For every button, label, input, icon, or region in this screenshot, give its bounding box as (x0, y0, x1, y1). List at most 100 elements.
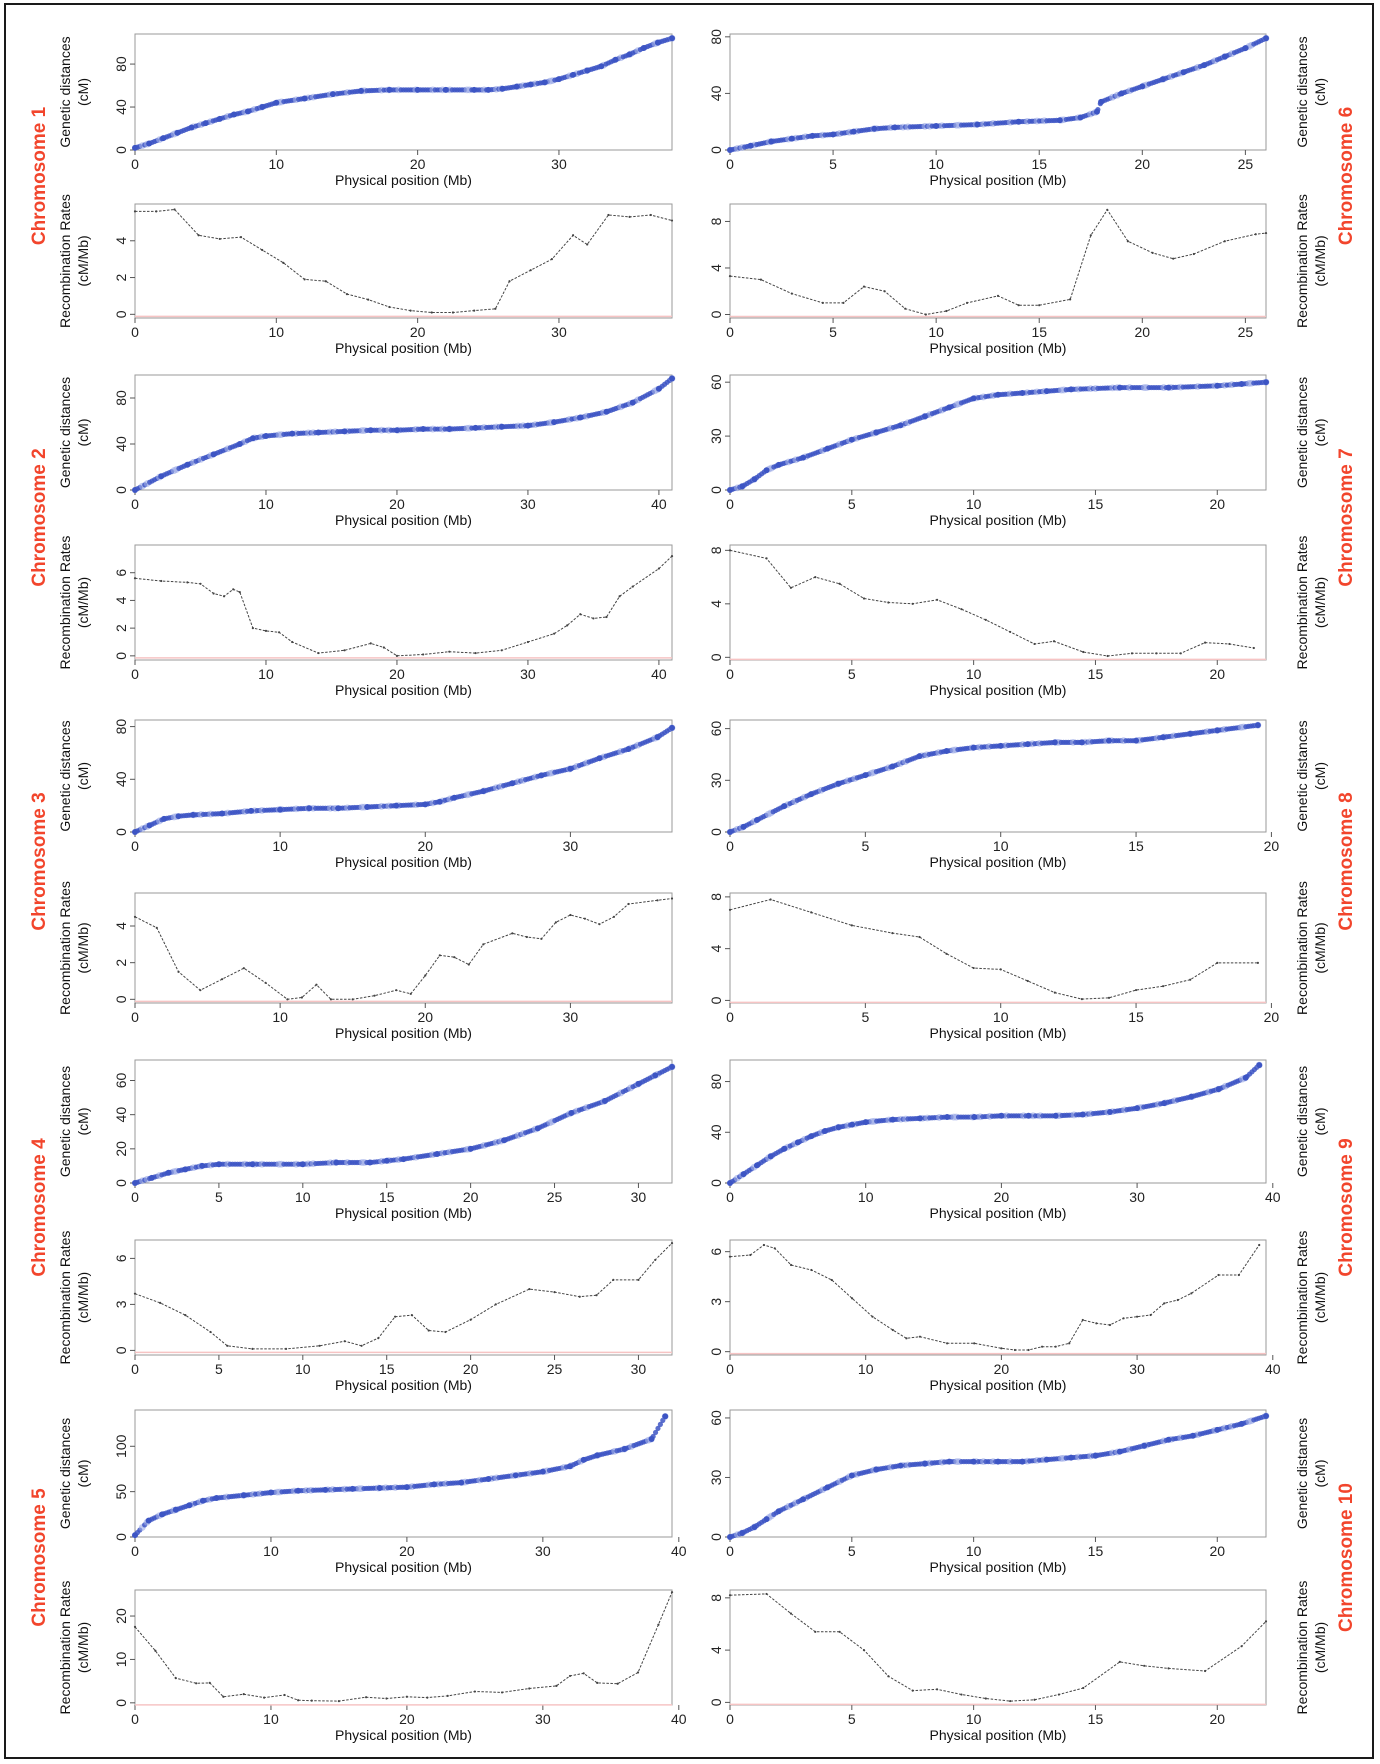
rate-point (369, 642, 372, 645)
rate-point (871, 1315, 874, 1318)
genetic-marker (657, 1421, 663, 1427)
x-axis-title: Physical position (Mb) (335, 1377, 472, 1393)
y-axis-title: (cM) (1312, 419, 1328, 447)
genetic-data-point (626, 51, 633, 58)
rate-point (728, 1594, 732, 1597)
rate-point (528, 1687, 531, 1690)
x-tick-label: 20 (1209, 666, 1225, 682)
genetic-data-point (333, 1159, 340, 1166)
genetic-data-point (800, 454, 807, 461)
rate-point (1052, 640, 1056, 643)
rate-point (133, 1292, 137, 1295)
rate-point (607, 213, 610, 217)
rate-point (317, 651, 320, 655)
rate-point (918, 1335, 922, 1338)
x-tick-label: 20 (1264, 838, 1280, 854)
rate-point (1176, 1298, 1179, 1302)
x-tick-label: 30 (631, 1189, 647, 1205)
y-tick-label: 50 (113, 1484, 129, 1500)
genetic-data-point (513, 83, 520, 90)
rate-line (134, 898, 673, 1000)
genetic-data-point (594, 1452, 601, 1459)
genetic-data-point (662, 1413, 669, 1420)
rate-point (579, 613, 582, 616)
rate-point (500, 649, 503, 652)
x-tick-label: 10 (966, 666, 982, 682)
x-tick-label: 20 (389, 666, 405, 682)
genetic-data-point (1187, 730, 1194, 737)
genetic-data-point (240, 1492, 247, 1499)
y-tick-label: 4 (708, 1646, 724, 1654)
rate-point (1069, 298, 1072, 301)
chr7-genetic-panel: 0 5 10 15 20 0 30 60 Physical position (Mb) (708, 374, 1270, 528)
rate-point (946, 1342, 949, 1345)
rate-point (251, 627, 254, 630)
y-tick-label: 60 (708, 721, 724, 737)
chr7-rates-panel: 0 5 10 15 20 0 4 8 Physical position (Mb) (708, 544, 1267, 698)
genetic-data-point (1068, 1454, 1075, 1461)
y-tick-label: 6 (708, 1248, 724, 1256)
y-tick-label: 8 (708, 546, 724, 554)
rate-point (973, 1342, 976, 1345)
rate-point (1237, 1273, 1240, 1277)
rate-point (891, 932, 894, 935)
genetic-data-point (654, 734, 661, 741)
rate-point (264, 981, 267, 984)
genetic-data-point (781, 1145, 788, 1152)
genetic-data-point (393, 427, 400, 434)
x-axis-title: Physical position (Mb) (930, 340, 1067, 356)
chromosome-label: Chromosome 2 (29, 448, 50, 586)
rate-point (569, 913, 572, 917)
x-tick-label: 30 (551, 324, 567, 340)
rate-point (467, 963, 470, 966)
rate-point (670, 897, 674, 900)
rate-point (511, 932, 514, 935)
genetic-data-point (830, 131, 837, 138)
rate-point (377, 1337, 380, 1340)
rate-point (286, 998, 289, 1001)
rate-point (1082, 1686, 1085, 1690)
x-tick-label: 5 (215, 1189, 223, 1205)
rate-point (540, 937, 543, 940)
genetic-data-point (1214, 1426, 1221, 1433)
genetic-data-point (1052, 1112, 1059, 1119)
genetic-data-point (763, 467, 770, 474)
rate-point (133, 577, 137, 580)
x-tick-label: 10 (269, 156, 285, 172)
genetic-data-point (219, 810, 226, 817)
genetic-data-point (621, 1446, 628, 1453)
plot-box (729, 1589, 1267, 1706)
x-tick-label: 15 (1128, 838, 1144, 854)
x-tick-label: 5 (829, 324, 837, 340)
genetic-data-point (414, 86, 421, 93)
genetic-data-point (997, 742, 1004, 749)
plot-box (134, 374, 673, 491)
rate-point (814, 1630, 817, 1633)
genetic-data-point (751, 476, 758, 483)
plot-box (134, 1409, 673, 1538)
genetic-data-point (262, 432, 269, 439)
genetic-data-point (165, 1169, 172, 1176)
genetic-data-point (740, 823, 747, 830)
x-tick-label: 10 (928, 324, 944, 340)
y-axis-title: Genetic distances (57, 1066, 73, 1177)
genetic-data-point (349, 1485, 356, 1492)
rate-point (850, 924, 853, 927)
rate-point (1162, 985, 1165, 988)
genetic-data-point (182, 1166, 189, 1173)
x-axis-title: Physical position (Mb) (335, 854, 472, 870)
rate-point (1089, 234, 1092, 237)
genetic-data-point (190, 811, 197, 818)
rate-point (199, 989, 202, 992)
rate-point (1108, 1323, 1112, 1327)
rate-point (965, 301, 969, 304)
x-tick-label: 10 (269, 324, 285, 340)
plot-box (134, 544, 673, 661)
rate-point (1081, 1318, 1084, 1322)
genetic-data-point (1242, 1074, 1249, 1081)
rate-point (1167, 1667, 1170, 1670)
rate-point (529, 269, 532, 272)
y-tick-label: 30 (708, 1469, 724, 1485)
x-tick-label: 10 (258, 496, 274, 512)
rate-point (1216, 961, 1219, 964)
